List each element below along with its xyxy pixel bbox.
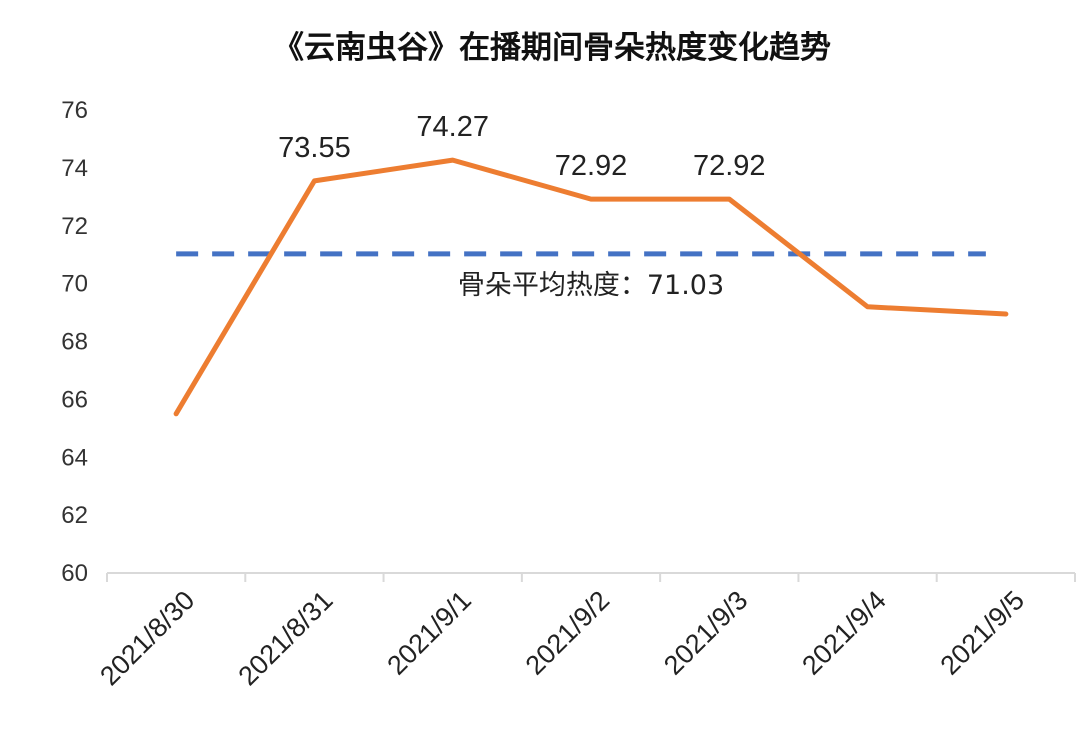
x-tick-label: 2021/8/31 [233,585,339,691]
y-tick-label: 60 [61,560,88,587]
series-lines [173,157,1009,417]
x-tick-label: 2021/9/1 [381,585,477,681]
y-tick-label: 76 [61,97,88,124]
x-tick-label: 2021/9/4 [796,585,892,681]
y-tick-label: 74 [61,155,88,182]
data-labels: 73.55 74.27 72.92 72.92 [278,111,765,182]
y-axis: 60 62 64 66 68 70 72 74 76 [61,97,88,587]
x-axis: 2021/8/30 2021/8/31 2021/9/1 2021/9/2 2021/9… [94,572,1076,691]
x-tick-label: 2021/9/3 [658,585,754,681]
chart-title: 《云南虫谷》在播期间骨朵热度变化趋势 [273,30,831,66]
y-tick-label: 72 [61,213,88,240]
x-tick-label: 2021/9/5 [935,585,1031,681]
data-label: 73.55 [278,132,351,164]
average-reference-line: 骨朵平均热度：71.03 [176,251,986,301]
average-line-label: 骨朵平均热度：71.03 [458,270,724,301]
data-label: 74.27 [416,111,489,143]
data-label: 72.92 [693,150,766,182]
y-tick-label: 68 [61,329,88,356]
x-tick-label: 2021/8/30 [94,585,200,691]
y-tick-label: 62 [61,502,88,529]
data-label: 72.92 [555,150,628,182]
y-tick-label: 64 [61,444,88,471]
x-tick-label: 2021/9/2 [520,585,616,681]
y-tick-label: 70 [61,271,88,298]
series-line [173,157,1009,417]
y-tick-label: 66 [61,386,88,413]
